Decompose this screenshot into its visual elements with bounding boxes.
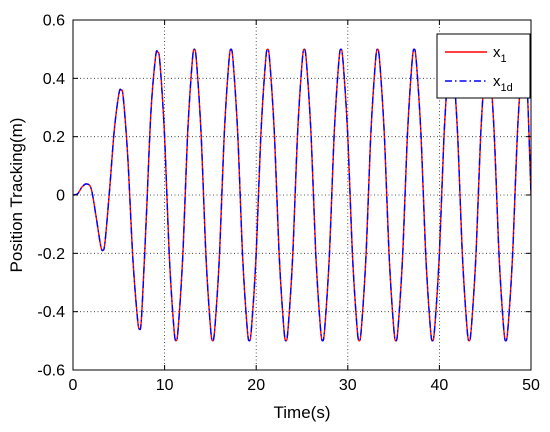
legend-subscript-x1d: 1d bbox=[501, 82, 513, 94]
y-tick-label: 0.4 bbox=[43, 71, 65, 88]
x-tick-label: 20 bbox=[247, 377, 265, 394]
x-tick-label: 10 bbox=[156, 377, 174, 394]
y-tick-label: 0.6 bbox=[43, 13, 65, 30]
y-axis-label: Position Tracking(m) bbox=[7, 118, 26, 273]
y-tick-label: -0.6 bbox=[37, 363, 65, 380]
legend-box bbox=[436, 33, 531, 99]
axis-ticks: 0 10 20 30 40 50 -0.6 -0.4 -0.2 0 0.2 0.4 0.6 bbox=[37, 13, 540, 395]
y-tick-label: -0.4 bbox=[37, 304, 65, 321]
series-line-x1d bbox=[73, 46, 531, 342]
x-axis-label: Time(s) bbox=[274, 403, 331, 422]
y-tick-label: 0.2 bbox=[43, 129, 65, 146]
x-tick-label: 30 bbox=[339, 377, 357, 394]
y-tick-label: 0 bbox=[56, 188, 65, 205]
x-tick-label: 40 bbox=[431, 377, 449, 394]
x-tick-label: 50 bbox=[522, 377, 540, 394]
y-tick-label: -0.2 bbox=[37, 246, 65, 263]
legend-subscript-x1: 1 bbox=[501, 53, 507, 65]
x-tick-label: 0 bbox=[69, 377, 78, 394]
plot-series bbox=[73, 46, 531, 342]
